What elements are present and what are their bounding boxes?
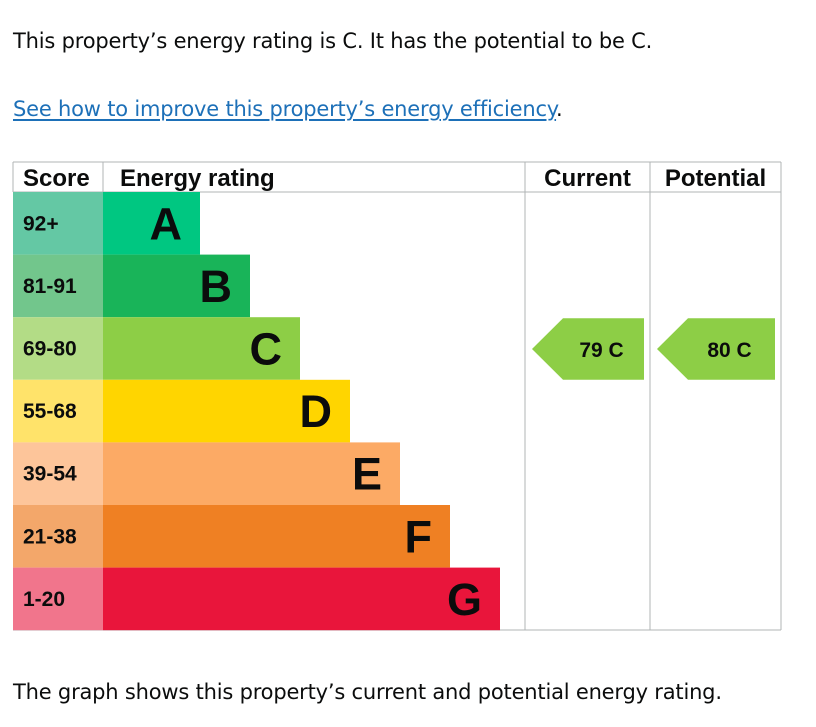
band-bar — [103, 505, 450, 568]
band-score-label: 69-80 — [23, 338, 77, 361]
band-bar — [103, 379, 350, 443]
band-letter-label: A — [150, 198, 183, 249]
header-energy-rating: Energy rating — [120, 165, 275, 192]
band-a: 92+ A — [13, 192, 200, 255]
rating-bands: 92+ A 81-91 B 69-80 C 55-68 D 39-54 E 21-38 F 1-20 G — [13, 192, 500, 631]
band-score-cell — [13, 317, 103, 380]
band-score-cell — [13, 567, 103, 631]
header-score: Score — [23, 165, 90, 192]
improve-efficiency-link[interactable]: See how to improve this property’s energ… — [13, 97, 557, 121]
current-rating-arrow: 79 C — [532, 318, 644, 380]
band-score-cell — [13, 192, 103, 255]
band-e: 39-54 E — [13, 442, 400, 505]
band-c: 69-80 C — [13, 317, 300, 380]
potential-rating-arrow: 80 C — [657, 318, 775, 380]
chart-caption: The graph shows this property’s current … — [13, 680, 722, 704]
band-score-cell — [13, 379, 103, 443]
band-score-label: 81-91 — [23, 275, 77, 298]
band-letter-label: D — [300, 386, 333, 437]
band-letter-label: C — [250, 324, 283, 375]
rating-arrows: 79 C 80 C — [532, 318, 775, 380]
band-score-label: 39-54 — [23, 463, 77, 486]
band-letter-label: E — [352, 449, 382, 500]
current-rating-arrow-label: 79 C — [579, 339, 623, 362]
potential-rating-arrow-label: 80 C — [707, 339, 751, 362]
band-b: 81-91 B — [13, 254, 250, 318]
current-rating-arrow-shape — [532, 318, 644, 380]
band-bar — [103, 567, 500, 631]
band-g: 1-20 G — [13, 567, 500, 631]
band-score-cell — [13, 505, 103, 568]
band-bar — [103, 192, 200, 255]
band-bar — [103, 442, 400, 505]
band-letter-label: G — [447, 574, 482, 625]
band-d: 55-68 D — [13, 379, 350, 443]
improve-suffix: . — [556, 97, 563, 121]
band-bar — [103, 254, 250, 318]
rating-summary: This property’s energy rating is C. It h… — [13, 29, 653, 53]
improve-paragraph: See how to improve this property’s energ… — [13, 95, 563, 123]
band-score-label: 21-38 — [23, 525, 77, 548]
header-potential: Potential — [665, 165, 766, 192]
header-current: Current — [544, 165, 631, 192]
band-f: 21-38 F — [13, 505, 450, 568]
band-score-label: 1-20 — [23, 588, 65, 611]
chart-headers: Score Energy rating Current Potential — [23, 165, 766, 192]
band-score-cell — [13, 254, 103, 318]
potential-rating-arrow-shape — [657, 318, 775, 380]
band-score-label: 55-68 — [23, 400, 77, 423]
band-score-cell — [13, 442, 103, 505]
band-bar — [103, 317, 300, 380]
band-letter-label: F — [405, 511, 433, 562]
band-score-label: 92+ — [23, 212, 59, 235]
band-letter-label: B — [200, 261, 233, 312]
